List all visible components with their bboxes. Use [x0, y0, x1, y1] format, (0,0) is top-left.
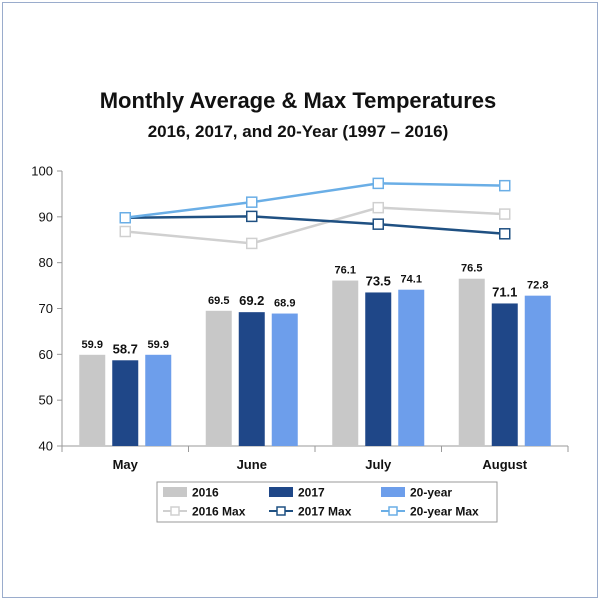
x-category-label-august: August [482, 457, 527, 472]
marker-20-year-max-august [499, 179, 511, 192]
legend: 2016 2017 20-year 2016 Max 2017 Max 20-year M… [156, 481, 498, 523]
data-label-2017-july: 73.5 [366, 273, 391, 288]
bar-20-year-august [524, 295, 551, 446]
y-tick-label: 50 [39, 393, 53, 408]
marker-2017-max-june [246, 210, 258, 223]
y-tick-label: 40 [39, 439, 53, 454]
data-label-20-year-june: 68.9 [274, 298, 295, 310]
line-2016-max [125, 206, 505, 245]
line-20-year-max [125, 182, 505, 219]
bar-2017-august [491, 303, 518, 446]
marker-2017-max-august [499, 228, 511, 240]
data-label-2017-june: 69.2 [239, 293, 264, 308]
marker-2017-max-july [372, 218, 384, 230]
legend-label-2016: 2016 [192, 486, 219, 500]
marker-20-year-max-june [246, 196, 258, 208]
bar-2017-july [365, 292, 392, 446]
line-2017-max [125, 215, 505, 236]
x-category-label-may: May [113, 457, 139, 472]
marker-20-year-max-may [119, 212, 131, 224]
marker-20-year-max-july [372, 177, 384, 190]
data-label-20-year-july: 74.1 [401, 274, 422, 286]
data-label-2017-august: 71.1 [492, 284, 517, 299]
legend-label-20-year: 20-year [410, 486, 452, 500]
legend-box [156, 481, 498, 523]
legend-swatch-2016 [163, 487, 187, 497]
chart-subtitle: 2016, 2017, and 20-Year (1997 – 2016) [148, 122, 449, 141]
bar-2016-july [332, 280, 359, 446]
y-tick-label: 90 [39, 209, 53, 224]
marker-2016-max-august [499, 208, 511, 220]
y-tick-label: 60 [39, 347, 53, 362]
y-tick-label: 80 [39, 255, 53, 270]
marker-2016-max-july [372, 201, 384, 214]
marker-2016-max-june [246, 237, 258, 250]
bar-20-year-june [271, 313, 298, 446]
x-category-label-july: July [365, 457, 392, 472]
legend-swatch-20-year [381, 487, 405, 497]
data-label-2017-may: 58.7 [113, 341, 138, 356]
data-label-2016-august: 76.5 [461, 263, 482, 275]
legend-label-2017-max: 2017 Max [298, 505, 352, 519]
bar-20-year-july [398, 289, 425, 446]
bar-2016-august [458, 278, 485, 446]
axes: 40 50 60 70 80 90 100 May June July August [31, 164, 569, 472]
bar-2016-may [79, 354, 106, 446]
legend-label-2017: 2017 [298, 486, 325, 500]
bar-20-year-may [145, 354, 172, 446]
legend-label-20-year-max: 20-year Max [410, 505, 479, 519]
legend-marker-2017-max [276, 506, 286, 516]
x-category-label-june: June [237, 457, 267, 472]
data-label-20-year-august: 72.8 [527, 280, 548, 292]
data-label-2016-july: 76.1 [335, 265, 356, 277]
bar-2017-may [112, 360, 139, 446]
bar-2016-june [205, 310, 232, 446]
data-label-2016-june: 69.5 [208, 295, 229, 307]
bars: 59.9 69.5 76.1 76.5 58.7 69.2 73.5 71.1 59.9 68.9… [79, 263, 551, 446]
legend-marker-20-year-max [388, 506, 398, 516]
marker-2016-max-may [119, 225, 131, 238]
y-tick-label: 70 [39, 301, 53, 316]
bar-2017-june [238, 312, 265, 446]
y-tick-label: 100 [31, 164, 53, 179]
legend-marker-2016-max [170, 506, 180, 516]
legend-swatch-2017 [269, 487, 293, 497]
chart-title: Monthly Average & Max Temperatures [100, 88, 497, 113]
max-lines [119, 177, 511, 250]
legend-label-2016-max: 2016 Max [192, 505, 246, 519]
data-label-2016-may: 59.9 [82, 339, 103, 351]
data-label-20-year-may: 59.9 [148, 339, 169, 351]
